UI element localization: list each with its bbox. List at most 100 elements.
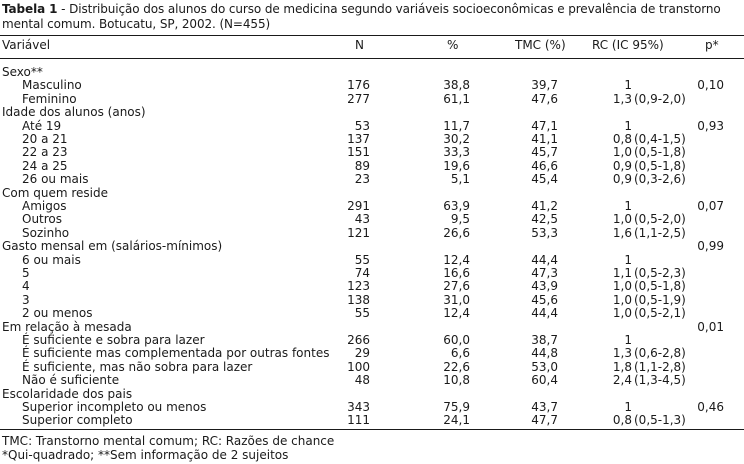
cell-p: 0,93 — [697, 118, 724, 133]
cell-tmc: 45,6 — [531, 292, 558, 307]
cell-pct: 31,0 — [443, 292, 470, 307]
cell-pct: 75,9 — [443, 400, 470, 414]
group-row: Idade dos alunos (anos) — [0, 106, 744, 119]
cell-ic: (0,4-1,5) — [634, 132, 686, 146]
cell-tmc: 44,4 — [531, 306, 558, 321]
cell-tmc: 43,7 — [531, 400, 558, 414]
group-label: Com quem reside — [2, 185, 108, 200]
cell-n: 74 — [354, 266, 370, 280]
cell-tmc: 45,7 — [531, 145, 558, 160]
cell-pct: 22,6 — [443, 359, 470, 374]
cell-n: 43 — [354, 212, 370, 227]
table-row: 4 123 27,6 43,9 1,0 (0,5-1,8) — [0, 280, 744, 293]
cell-rc: 1 — [624, 78, 632, 93]
cell-rc: 0,8 — [612, 132, 632, 146]
row-label: É suficiente, mas não sobra para lazer — [22, 359, 253, 374]
cell-rc: 0,9 — [612, 158, 632, 173]
cell-n: 277 — [347, 91, 370, 106]
header-rule — [0, 58, 744, 59]
cell-tmc: 38,7 — [531, 333, 558, 347]
cell-tmc: 53,3 — [531, 225, 558, 240]
table-caption-text: - Distribuição dos alunos do curso de me… — [2, 2, 721, 31]
cell-tmc: 39,7 — [531, 78, 558, 93]
table-row: Masculino 176 38,8 39,7 1 0,10 — [0, 79, 744, 92]
row-label: 24 a 25 — [22, 158, 68, 173]
cell-ic: (0,5-1,8) — [634, 158, 686, 173]
cell-rc: 1,3 — [612, 91, 632, 106]
cell-rc: 1 — [624, 333, 632, 347]
group-label: Escolaridade dos pais — [2, 386, 133, 401]
cell-ic: (0,5-2,3) — [634, 266, 686, 280]
table-row: 6 ou mais 55 12,4 44,4 1 — [0, 252, 744, 267]
cell-tmc: 47,6 — [531, 91, 558, 106]
cell-pct: 16,6 — [443, 266, 470, 280]
header-pct: % — [447, 38, 459, 52]
table-row: Superior completo 111 24,1 47,7 0,8 (0,5-1,3) — [0, 414, 744, 427]
cell-pct: 27,6 — [443, 279, 470, 294]
cell-rc: 0,8 — [612, 413, 632, 428]
cell-ic: (0,3-2,6) — [634, 172, 686, 187]
cell-pct: 24,1 — [443, 413, 470, 428]
cell-pct: 9,5 — [450, 212, 470, 227]
cell-p: 0,01 — [697, 319, 724, 334]
cell-p: 0,46 — [697, 400, 724, 414]
row-label: Feminino — [22, 91, 77, 106]
table-row: É suficiente e sobra para lazer 266 60,0 38… — [0, 334, 744, 347]
cell-tmc: 60,4 — [531, 373, 558, 388]
table-row: É suficiente mas complementada por outra… — [0, 347, 744, 360]
header-rc: RC (IC 95%) — [592, 38, 664, 52]
cell-pct: 30,2 — [443, 132, 470, 146]
cell-ic: (0,5-2,1) — [634, 306, 686, 321]
cell-tmc: 42,5 — [531, 212, 558, 227]
cell-tmc: 41,1 — [531, 132, 558, 146]
table-caption-label: Tabela 1 — [2, 2, 58, 16]
cell-p: 0,07 — [697, 199, 724, 213]
cell-tmc: 41,2 — [531, 199, 558, 213]
cell-n: 151 — [347, 145, 370, 160]
cell-n: 266 — [347, 333, 370, 347]
group-label: Sexo** — [2, 65, 43, 79]
row-label: 3 — [22, 292, 30, 307]
cell-rc: 1,0 — [612, 306, 632, 321]
cell-ic: (0,6-2,8) — [634, 346, 686, 361]
row-label: Outros — [22, 212, 63, 227]
footnote-abbreviations: TMC: Transtorno mental comum; RC: Razões… — [2, 434, 335, 448]
table-row: 22 a 23 151 33,3 45,7 1,0 (0,5-1,8) — [0, 146, 744, 159]
cell-rc: 2,4 — [612, 373, 632, 388]
row-label: 26 ou mais — [22, 172, 89, 187]
row-label: 22 a 23 — [22, 145, 68, 160]
row-label: É suficiente mas complementada por outra… — [22, 346, 330, 361]
top-rule — [0, 35, 744, 36]
cell-tmc: 44,4 — [531, 252, 558, 267]
row-label: Masculino — [22, 78, 82, 93]
table-row: Amigos 291 63,9 41,2 1 0,07 — [0, 200, 744, 213]
cell-ic: (0,5-1,3) — [634, 413, 686, 428]
group-label: Gasto mensal em (salários-mínimos) — [2, 239, 223, 254]
bottom-rule — [0, 429, 744, 430]
cell-rc: 1,0 — [612, 292, 632, 307]
cell-n: 137 — [347, 132, 370, 146]
table-row: 2 ou menos 55 12,4 44,4 1,0 (0,5-2,1) — [0, 307, 744, 320]
cell-rc: 1 — [624, 199, 632, 213]
header-row: Variável N % TMC (%) RC (IC 95%) p* — [0, 39, 744, 52]
cell-tmc: 47,7 — [531, 413, 558, 428]
cell-n: 29 — [354, 346, 370, 361]
cell-ic: (0,5-2,0) — [634, 212, 686, 227]
group-label: Idade dos alunos (anos) — [2, 105, 146, 120]
group-row: Com quem reside — [0, 185, 744, 200]
row-label: 2 ou menos — [22, 306, 93, 321]
cell-tmc: 45,4 — [531, 172, 558, 187]
cell-ic: (1,3-4,5) — [634, 373, 686, 388]
cell-pct: 5,1 — [450, 172, 470, 187]
header-p: p* — [705, 38, 719, 52]
row-label: 5 — [22, 266, 30, 280]
footnote-test: *Qui-quadrado; **Sem informação de 2 suj… — [2, 448, 289, 462]
cell-n: 343 — [347, 400, 370, 414]
cell-pct: 38,8 — [443, 78, 470, 93]
cell-pct: 10,8 — [443, 373, 470, 388]
cell-p: 0,99 — [697, 239, 724, 254]
cell-n: 121 — [347, 225, 370, 240]
cell-n: 138 — [347, 292, 370, 307]
cell-p: 0,10 — [697, 78, 724, 93]
